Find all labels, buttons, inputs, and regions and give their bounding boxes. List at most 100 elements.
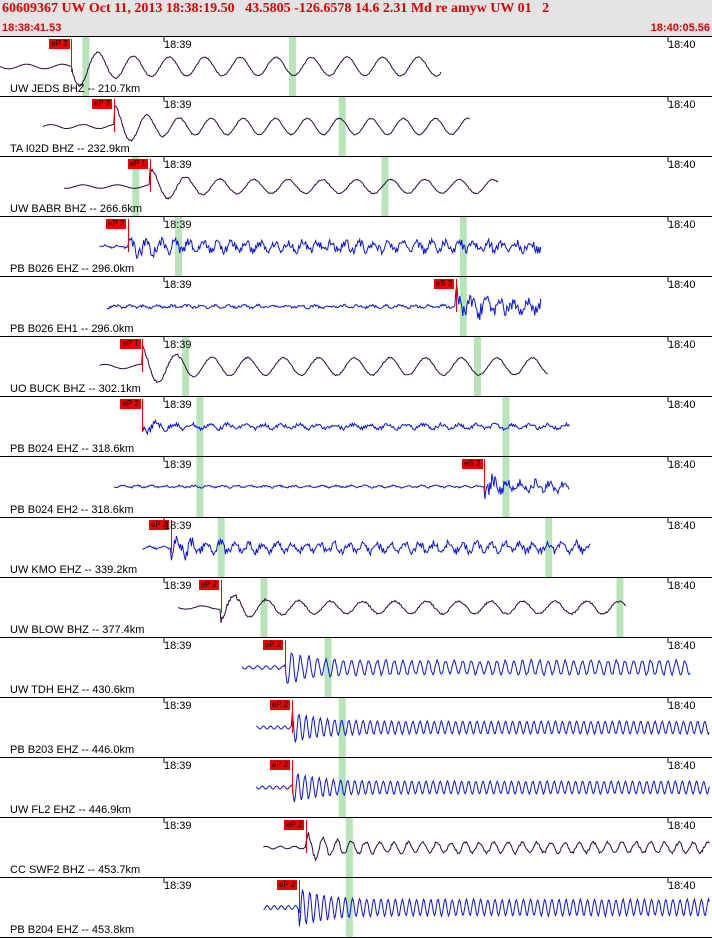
minute-label: 18:39 (164, 519, 192, 532)
trace-panel[interactable]: eP 2 18:39 18:40 PB B024 EHZ -- 318.6km (0, 397, 712, 458)
pick-line[interactable] (220, 579, 222, 613)
minute-label: 18:39 (164, 339, 192, 352)
phase-marker (217, 517, 225, 577)
pick-line[interactable] (149, 159, 151, 193)
trace-panel[interactable]: eP 1 18:39 18:40 UW BABR BHZ -- 266.6km (0, 157, 712, 218)
pick-label[interactable]: eS 2 (433, 279, 455, 290)
pick-label[interactable]: eP 2 (198, 579, 220, 590)
pick-line[interactable] (291, 699, 293, 733)
station-label: CC SWF2 BHZ -- 453.7km (10, 863, 141, 876)
pick-line[interactable] (291, 759, 293, 793)
pick-label[interactable]: eP 2 (49, 39, 70, 49)
station-label: PB B203 EHZ -- 446.0km (10, 743, 135, 756)
station-label: PB B024 EHZ -- 318.6km (10, 443, 135, 456)
pick-line[interactable] (284, 639, 286, 673)
trace-panel[interactable]: eP 2 18:39 18:40 UW KMO EHZ -- 339.2km (0, 517, 712, 578)
seismogram-trace (263, 888, 710, 927)
seismogram-trace (141, 419, 570, 436)
pick-line[interactable] (299, 879, 301, 913)
trace-panels: eP 2 18:39 18:40 UW JEDS BHZ -- 210.7km eP 2… (0, 37, 712, 938)
pick-line[interactable] (142, 339, 144, 373)
station-label: PB B026 EHZ -- 296.0km (10, 263, 135, 276)
pick-line[interactable] (484, 459, 486, 493)
minute-label: 18:39 (164, 99, 192, 112)
pick-label[interactable]: eP 1 (127, 159, 148, 170)
waveform-plot (163, 697, 710, 757)
waveform-plot (163, 817, 710, 877)
trace-panel[interactable]: eP 2 18:39 18:40 CC SWF2 BHZ -- 453.7km (0, 817, 712, 878)
trace-panel[interactable]: eP 2 18:39 18:40 PB B203 EHZ -- 446.0km (0, 697, 712, 758)
event-header: 60609367 UW Oct 11, 2013 18:38:19.50 43.… (0, 0, 712, 37)
trace-panel[interactable]: eP 2 18:39 18:40 UW JEDS BHZ -- 210.7km (0, 37, 712, 98)
seismogram-trace (255, 772, 710, 802)
phase-marker (502, 457, 510, 517)
seismogram-trace (241, 651, 691, 684)
phase-marker (474, 337, 482, 397)
phase-marker (345, 817, 353, 877)
minute-label: 18:40 (668, 699, 696, 712)
pick-label[interactable]: eP 2 (277, 879, 298, 890)
pick-line[interactable] (306, 819, 308, 853)
seismogram-trace (142, 535, 591, 561)
minute-label: 18:40 (668, 219, 696, 232)
pick-label[interactable]: eP 2 (106, 219, 127, 230)
minute-label: 18:40 (668, 279, 696, 292)
pick-label[interactable]: eP 2 (120, 399, 141, 410)
phase-marker (502, 397, 510, 457)
waveform-plot (163, 637, 691, 697)
start-time: 18:38:41.53 (2, 22, 62, 34)
minute-label: 18:39 (164, 219, 192, 232)
station-label: PB B204 EHZ -- 453.8km (10, 923, 135, 936)
pick-label[interactable]: eP 2 (269, 699, 291, 710)
pick-line[interactable] (170, 519, 172, 553)
station-label: PB B024 EH2 -- 318.6km (10, 503, 134, 516)
seismogram-trace (63, 167, 499, 201)
waveform-plot (42, 97, 669, 157)
phase-marker (82, 37, 90, 97)
trace-panel[interactable]: eP 2 18:39 18:40 UW TDH EHZ -- 430.6km (0, 637, 712, 698)
minute-label: 18:40 (668, 339, 696, 352)
pick-label[interactable]: eS 2 (462, 459, 483, 470)
pick-line[interactable] (455, 279, 457, 313)
trace-panel[interactable]: eS 2 18:39 18:40 PB B024 EH2 -- 318.6km (0, 457, 712, 518)
pick-label[interactable]: eP 2 (269, 759, 291, 770)
pick-line[interactable] (113, 99, 115, 133)
phase-marker (132, 157, 140, 217)
minute-label: 18:40 (668, 639, 696, 652)
minute-label: 18:39 (164, 399, 192, 412)
station-label: PB B026 EH1 -- 296.0km (10, 323, 134, 336)
pick-line[interactable] (128, 219, 130, 253)
trace-panel[interactable]: eP 2 18:39 18:40 PB B204 EHZ -- 453.8km (0, 877, 712, 938)
minute-label: 18:39 (164, 819, 192, 832)
station-label: UW BABR BHZ -- 266.6km (10, 203, 143, 216)
phase-marker (345, 877, 353, 937)
station-label: TA I02D BHZ -- 232.9km (10, 143, 130, 156)
pick-label[interactable]: eP 2 (91, 99, 113, 110)
waveform-plot (113, 457, 669, 517)
minute-label: 18:40 (668, 759, 696, 772)
seismogram-trace (99, 345, 548, 384)
waveform-plot (63, 157, 669, 217)
waveform-plot (106, 277, 669, 337)
trace-panel[interactable]: eP 2 18:39 18:40 TA I02D BHZ -- 232.9km (0, 97, 712, 158)
station-label: UW FL2 EHZ -- 446.9km (10, 803, 132, 816)
pick-line[interactable] (142, 399, 144, 433)
seismogram-trace (263, 831, 710, 862)
pick-label[interactable]: eP 2 (284, 819, 305, 830)
trace-panel[interactable]: eP 2 18:39 18:40 UW FL2 EHZ -- 446.9km (0, 757, 712, 818)
waveform-plot (163, 577, 669, 637)
trace-panel[interactable]: eP 2 18:39 18:40 PB B026 EHZ -- 296.0km (0, 217, 712, 278)
pick-line[interactable] (71, 39, 73, 73)
trace-panel[interactable]: eP 2 18:39 18:40 UW BLOW BHZ -- 377.4km (0, 577, 712, 638)
seismogram-trace (106, 285, 542, 321)
pick-label[interactable]: eP 1 (120, 339, 141, 350)
seismogram-trace (177, 593, 627, 623)
waveform-plot (141, 397, 669, 457)
waveform-plot (99, 217, 669, 277)
pick-label[interactable]: eP 2 (148, 519, 170, 530)
event-title: 60609367 UW Oct 11, 2013 18:38:19.50 43.… (2, 1, 550, 16)
minute-label: 18:39 (164, 579, 192, 592)
trace-panel[interactable]: eS 2 18:39 18:40 PB B026 EH1 -- 296.0km (0, 277, 712, 338)
pick-label[interactable]: eP 2 (262, 639, 284, 650)
trace-panel[interactable]: eP 1 18:39 18:40 UO BUCK BHZ -- 302.1km (0, 337, 712, 398)
